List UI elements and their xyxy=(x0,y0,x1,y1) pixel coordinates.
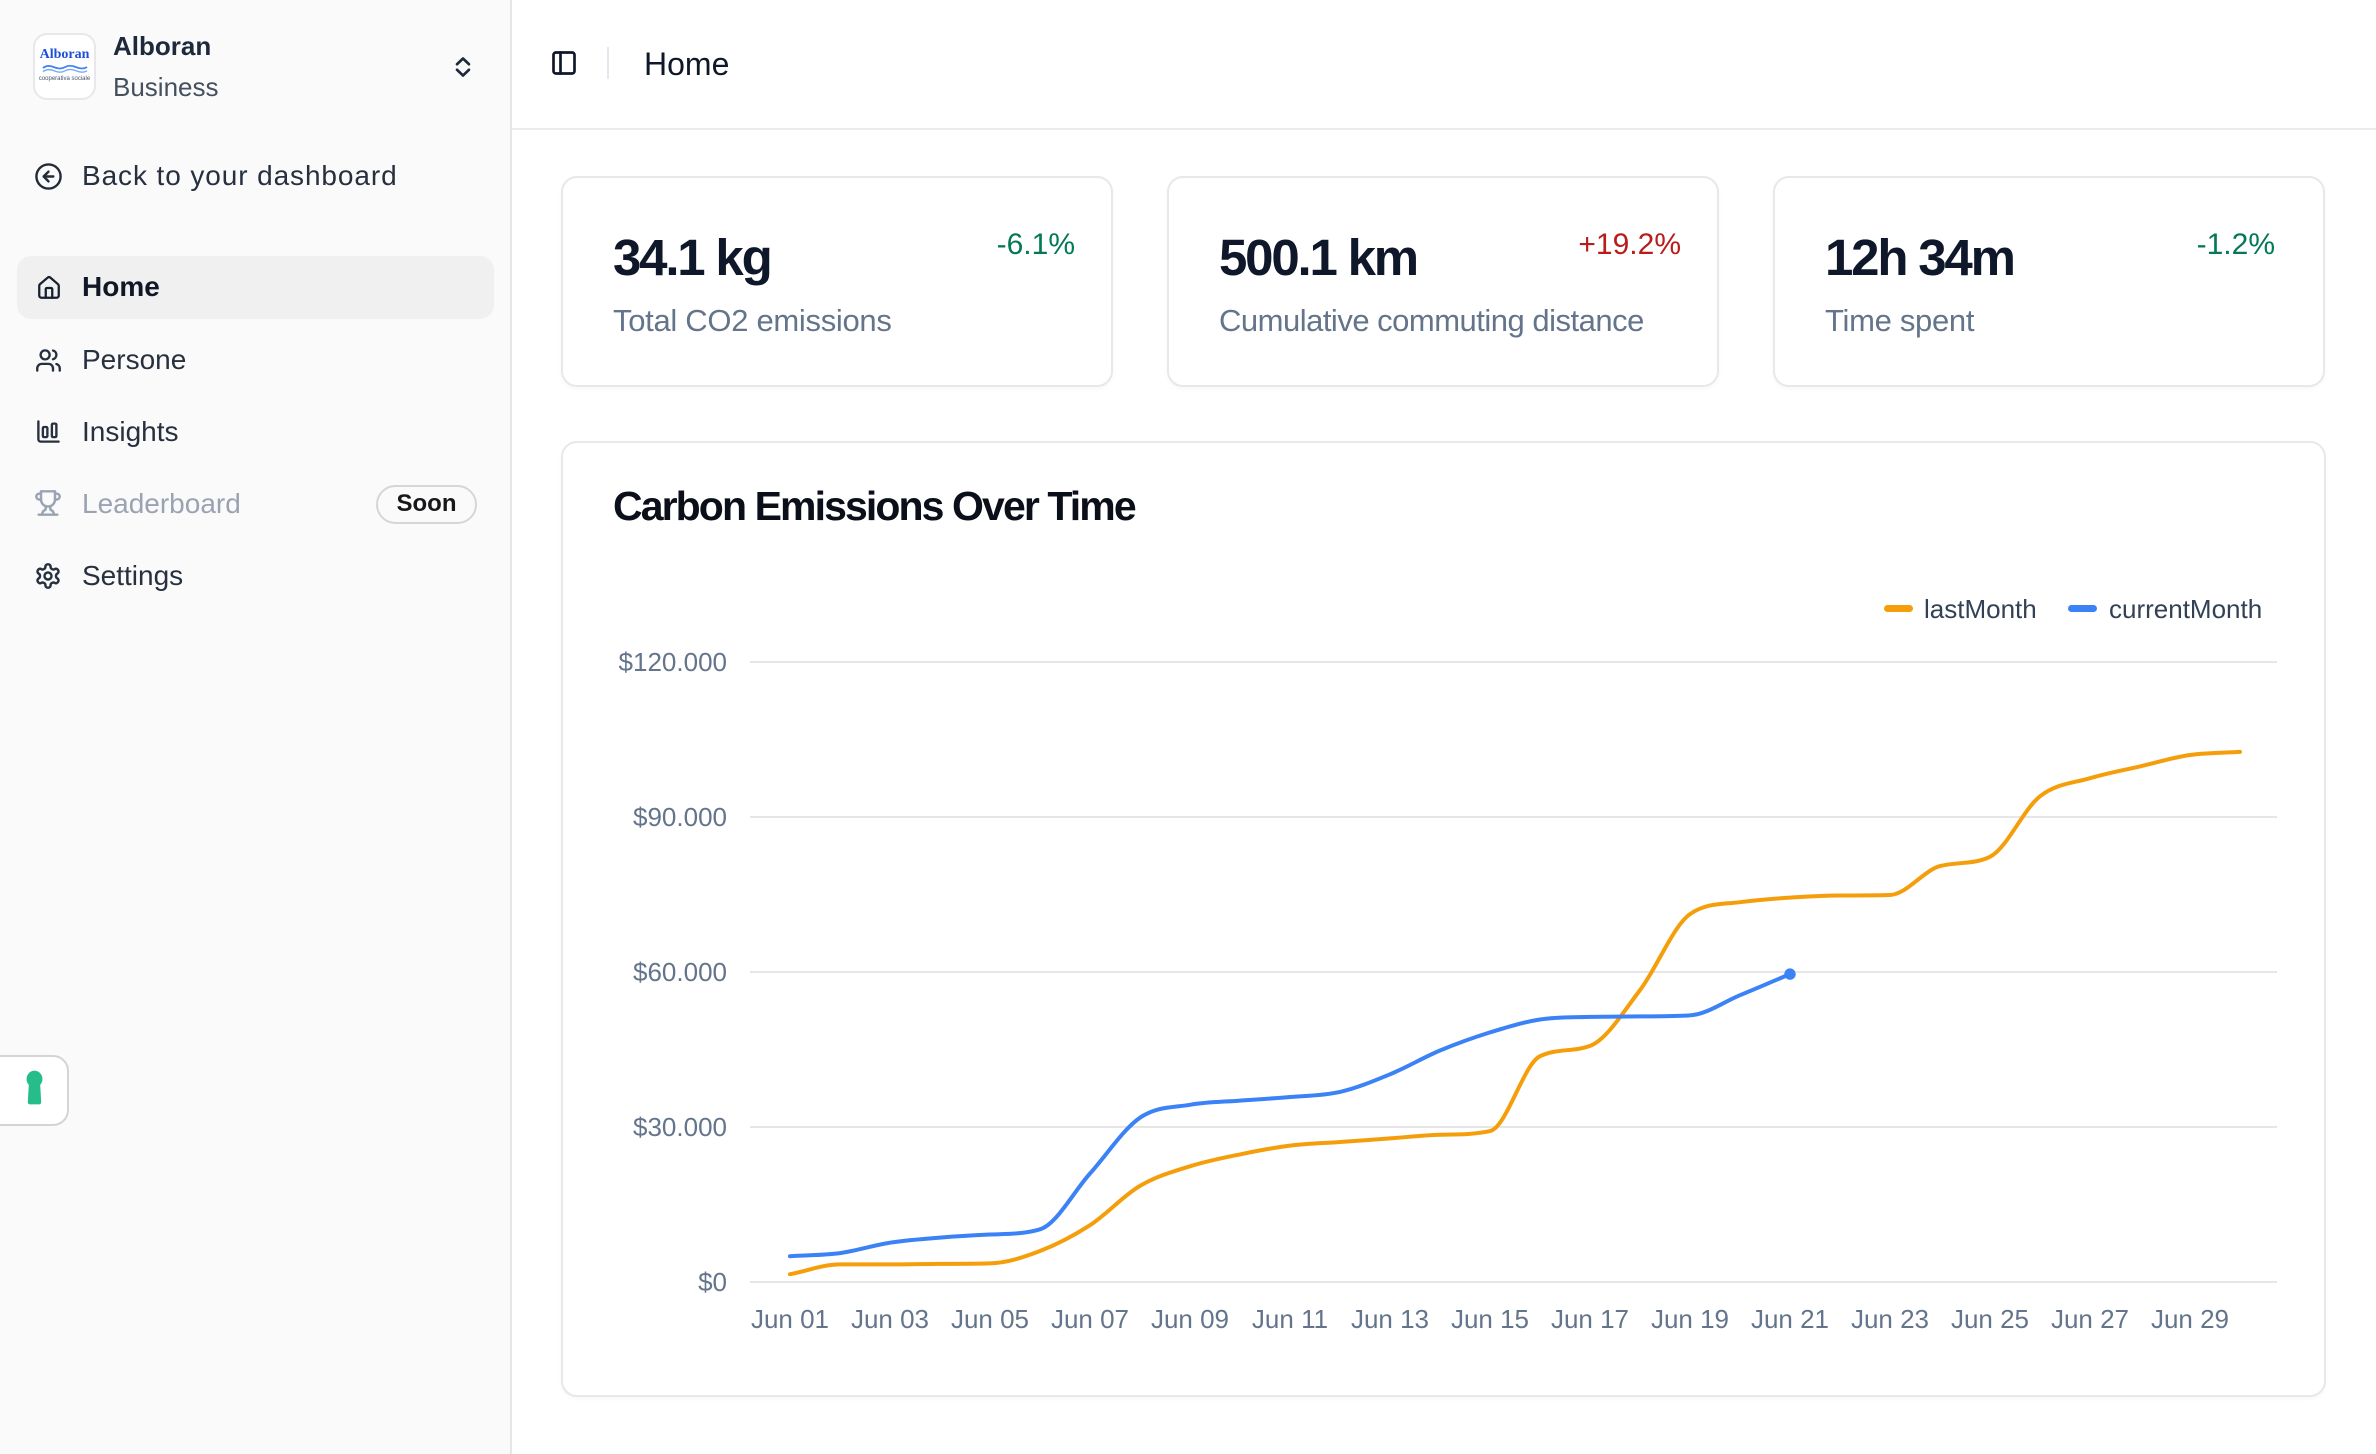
svg-text:$90.000: $90.000 xyxy=(633,802,727,832)
svg-text:Jun 23: Jun 23 xyxy=(1851,1304,1929,1334)
svg-text:currentMonth: currentMonth xyxy=(2109,594,2262,624)
svg-text:$30.000: $30.000 xyxy=(633,1112,727,1142)
svg-text:Jun 25: Jun 25 xyxy=(1951,1304,2029,1334)
svg-text:Jun 15: Jun 15 xyxy=(1451,1304,1529,1334)
svg-text:Jun 05: Jun 05 xyxy=(951,1304,1029,1334)
svg-text:Jun 09: Jun 09 xyxy=(1151,1304,1229,1334)
svg-text:Jun 13: Jun 13 xyxy=(1351,1304,1429,1334)
svg-text:$0: $0 xyxy=(698,1267,727,1297)
svg-text:Jun 27: Jun 27 xyxy=(2051,1304,2129,1334)
svg-text:lastMonth: lastMonth xyxy=(1924,594,2037,624)
svg-text:$120.000: $120.000 xyxy=(619,647,727,677)
svg-text:Jun 21: Jun 21 xyxy=(1751,1304,1829,1334)
svg-text:Jun 11: Jun 11 xyxy=(1252,1304,1328,1334)
svg-text:Jun 19: Jun 19 xyxy=(1651,1304,1729,1334)
svg-text:Jun 17: Jun 17 xyxy=(1551,1304,1629,1334)
svg-text:Jun 01: Jun 01 xyxy=(751,1304,829,1334)
svg-text:$60.000: $60.000 xyxy=(633,957,727,987)
svg-text:Jun 29: Jun 29 xyxy=(2151,1304,2229,1334)
svg-text:Jun 07: Jun 07 xyxy=(1051,1304,1129,1334)
svg-text:Jun 03: Jun 03 xyxy=(851,1304,929,1334)
